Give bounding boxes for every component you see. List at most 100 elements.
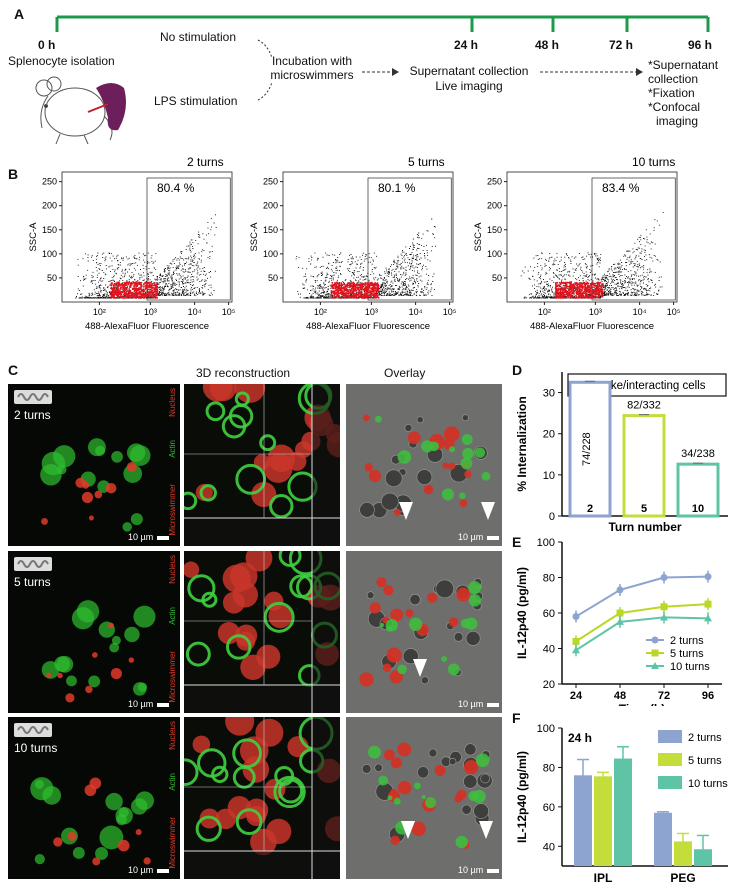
chart-title: uptake/interacting cells <box>589 380 706 392</box>
x-tick-label: 10² <box>314 307 327 317</box>
x-tick-label: 96 <box>702 690 714 702</box>
y-tick-label: 60 <box>543 608 555 620</box>
data-point <box>572 646 580 654</box>
legend-label: 10 turns <box>688 778 728 790</box>
bar-count-label: 34/238 <box>681 448 715 460</box>
xz-label: xz <box>331 683 340 693</box>
y-tick-label: 40 <box>543 644 555 656</box>
chart-f-il12-24h: 40 60 80 100 IL-12p40 (pg/ml) 24 h IPL PEG 2 tur… <box>515 723 728 885</box>
y-tick-label: 100 <box>42 249 57 259</box>
flow-cytometry-plots: 250 200 150 100 50 10² 10³ 10⁴ 10⁵ 488-AlexaFluor… <box>28 155 681 332</box>
spleen-illustration <box>87 83 126 131</box>
scale-bar-line <box>157 535 170 540</box>
y-axis-title: % Internalization <box>515 396 529 491</box>
micro-3d-reconstruction-1 <box>184 384 340 546</box>
channel-label-nucleus: Nucleus <box>168 721 177 750</box>
microswimmer-helix-icon <box>14 390 52 404</box>
micro-maxproj-2 <box>8 551 180 713</box>
panel-letter-a: A <box>14 6 25 22</box>
data-point <box>660 613 668 621</box>
scale-bar: 10 µm <box>458 699 500 709</box>
y-tick-label: 200 <box>42 201 57 211</box>
category-label: IPL <box>594 871 613 885</box>
y-tick-label: 60 <box>543 802 555 814</box>
final-steps-label: *Supernatant collection *Fixation *Confo… <box>648 58 719 128</box>
flow-plot-title: 5 turns <box>408 155 445 169</box>
legend-label: 2 turns <box>688 732 722 744</box>
channel-label-actin: Actin <box>168 607 177 625</box>
time-24h: 24 h <box>454 38 479 52</box>
scale-bar-label: 10 µm <box>458 865 484 875</box>
x-tick-label: 10⁴ <box>633 307 647 317</box>
panel-letter-d: D <box>512 362 523 378</box>
lps-stimulation-label: LPS stimulation <box>154 94 238 108</box>
scale-bar-line <box>487 868 500 873</box>
panel-letter-c: C <box>8 362 19 378</box>
y-tick-label: 150 <box>263 225 278 235</box>
y-tick-label: 50 <box>492 273 502 283</box>
y-axis-title: IL-12p40 (pg/ml) <box>515 751 529 843</box>
channel-label-nucleus: Nucleus <box>168 555 177 584</box>
yz-label: yz <box>318 524 327 534</box>
category-label: 10 <box>692 503 704 515</box>
channel-label-microswimmer: Microswimmer <box>168 817 177 869</box>
flow-plot-frame <box>506 171 678 303</box>
legend-swatch <box>658 730 682 743</box>
bar-count-label: 74/228 <box>581 432 593 466</box>
mouse-illustration <box>35 76 113 145</box>
bar <box>622 414 666 518</box>
time-72h: 72 h <box>609 38 634 52</box>
chart-annotation: 24 h <box>568 731 592 745</box>
y-tick-label: 150 <box>487 225 502 235</box>
flow-x-axis-label: 488-AlexaFluor Fluorescence <box>530 321 654 332</box>
turns-label: 5 turns <box>14 575 51 589</box>
scale-bar-label: 10 µm <box>458 699 484 709</box>
channel-label-microswimmer: Microswimmer <box>168 651 177 703</box>
micro-image <box>40 438 151 532</box>
col-header-3d: 3D reconstruction <box>196 366 291 380</box>
turns-label: 2 turns <box>14 408 51 422</box>
arrowhead-marker <box>481 502 495 520</box>
legend-label: 10 turns <box>670 661 710 673</box>
x-axis-title: Turn number <box>608 520 681 534</box>
supernatant-live-label: Supernatant collection Live imaging <box>409 64 529 93</box>
data-point <box>704 573 712 581</box>
category-label: 2 <box>587 503 593 515</box>
flow-plot-title: 2 turns <box>187 155 224 169</box>
micro-image <box>30 777 154 866</box>
x-axis-title: Time (h) <box>619 702 665 706</box>
y-tick-label: 150 <box>42 225 57 235</box>
y-tick-label: 50 <box>47 273 57 283</box>
yz-label: yz <box>318 857 327 867</box>
time-0h: 0 h <box>38 38 56 52</box>
series-line <box>575 603 709 643</box>
x-tick-label: 10⁵ <box>443 307 457 317</box>
arrowhead-marker <box>479 821 493 839</box>
channel-label-nucleus: Nucleus <box>168 388 177 417</box>
y-axis-title: IL-12p40 (pg/ml) <box>515 567 529 659</box>
yz-label: yz <box>318 691 327 701</box>
scale-bar-line <box>487 535 500 540</box>
micro-maxproj-3 <box>8 717 180 879</box>
chart-e-il12-timecourse: 20 40 60 80 100 24 48 72 96 Time (h) IL-12p40 (pg/… <box>515 537 722 706</box>
scatter-dots-red <box>330 281 380 299</box>
bar-count-label: 82/332 <box>627 400 661 412</box>
x-tick-label: 48 <box>614 690 626 702</box>
category-label: PEG <box>670 871 695 885</box>
y-tick-label: 200 <box>263 201 278 211</box>
xz-label: xz <box>331 849 340 859</box>
legend-label: 5 turns <box>688 755 722 767</box>
y-tick-label: 100 <box>537 723 555 735</box>
flow-plot-3: 250 200 150 100 50 10² 10³ 10⁴ 10⁵ 488-AlexaFluor… <box>473 155 681 332</box>
flow-y-axis-label: SSC-A <box>28 222 39 252</box>
scatter-dots-red <box>109 281 159 299</box>
flow-plot-title: 10 turns <box>632 155 675 169</box>
scale-bar-label: 10 µm <box>128 865 154 875</box>
x-tick-label: 10² <box>93 307 106 317</box>
scale-bar: 10 µm <box>128 532 170 542</box>
y-tick-label: 80 <box>543 762 555 774</box>
y-tick-label: 250 <box>42 177 57 187</box>
gate-percent: 80.4 % <box>157 181 195 195</box>
x-tick-label: 24 <box>570 690 583 702</box>
micro-3d-reconstruction-2 <box>184 551 340 713</box>
